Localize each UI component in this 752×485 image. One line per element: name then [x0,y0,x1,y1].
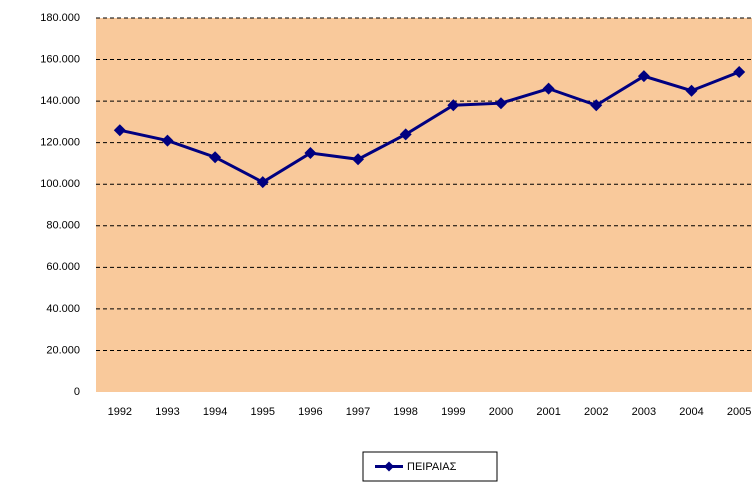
x-tick-label: 1992 [108,406,132,418]
marker [113,124,126,137]
x-tick-label: 2000 [489,406,513,418]
marker [685,84,698,97]
x-tick-label: 1996 [298,406,322,418]
y-tick-label: 20.000 [46,344,80,356]
y-tick-label: 160.000 [40,53,80,65]
legend-label: ΠΕΙΡΑΙΑΣ [407,461,457,473]
x-tick-label: 2004 [679,406,703,418]
marker [256,176,269,189]
y-tick-label: 180.000 [40,12,80,24]
legend-box [362,451,498,482]
x-tick-label: 2002 [584,406,608,418]
marker [447,99,460,112]
marker [304,147,317,160]
y-tick-label: 140.000 [40,95,80,107]
marker [590,99,603,112]
plot-area [96,18,752,392]
y-tick-label: 80.000 [46,220,80,232]
marker [494,97,507,110]
x-tick-label: 2001 [536,406,560,418]
y-tick-label: 100.000 [40,178,80,190]
marker [637,70,650,83]
x-tick-label: 1993 [155,406,179,418]
y-tick-label: 40.000 [46,303,80,315]
y-tick-label: 0 [74,386,80,398]
x-tick-label: 1997 [346,406,370,418]
marker [352,153,365,166]
x-tick-label: 2005 [727,406,751,418]
x-tick-label: 1998 [393,406,417,418]
marker [733,66,746,79]
series-line [119,70,740,184]
legend-marker [384,461,394,472]
x-tick-label: 1999 [441,406,465,418]
y-tick-label: 120.000 [40,137,80,149]
x-tick-label: 1995 [251,406,275,418]
marker [161,134,174,147]
marker [399,128,412,141]
x-tick-label: 2003 [632,406,656,418]
x-tick-label: 1994 [203,406,227,418]
marker [542,82,555,95]
marker [209,151,222,164]
y-tick-label: 60.000 [46,261,80,273]
